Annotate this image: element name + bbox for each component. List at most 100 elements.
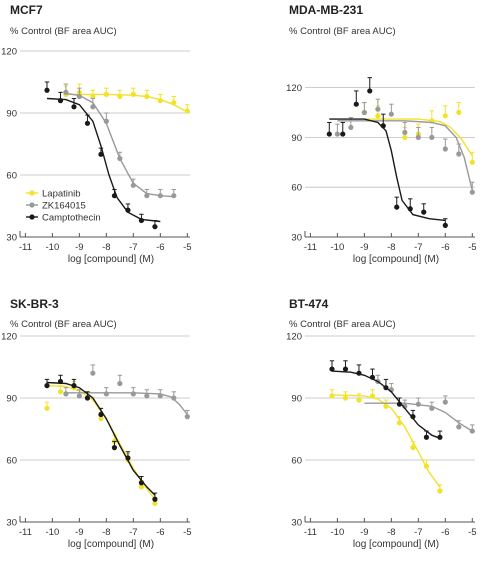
panel-mcf7-xtick6: -6	[156, 242, 164, 253]
panel-mcf7-lapatinib-point	[144, 93, 150, 100]
panel-sk-br-3-camptothecin-point	[98, 411, 104, 418]
panel-sk-br-3-camptothecin-fit-curve	[46, 381, 156, 496]
panel-sk-br-3-lapatinib-point	[98, 416, 104, 422]
panel-mcf7-camptothecin-point	[125, 207, 131, 213]
panel-mcf7-legend-camptothecin-marker	[29, 214, 35, 220]
panel-mda-mb-231-lapatinib-point	[375, 113, 381, 119]
panel-mcf7-ytick-120: 120	[1, 47, 17, 58]
panel-mcf7-ytick-30: 30	[6, 233, 17, 244]
panel-mcf7-ytick-90: 90	[6, 109, 17, 120]
panel-mcf7-xlabel: log [compound] (M)	[68, 254, 154, 265]
panel-mcf7-zk164015-point	[103, 118, 109, 124]
panel-sk-br-3-lapatinib-point	[138, 484, 145, 490]
panel-mcf7-lapatinib-point	[130, 91, 136, 97]
panel-mda-mb-231-camptothecin-point	[421, 209, 427, 215]
panel-bt-474-ytick-120: 120	[286, 332, 302, 343]
panel-bt-474-camptothecin-point	[396, 401, 403, 407]
panel-mda-mb-231-xtick9: -9	[360, 242, 368, 253]
panel-mda-mb-231-lapatinib-point	[442, 113, 448, 119]
panel-mda-mb-231-camptothecin-point	[442, 222, 448, 228]
panel-mda-mb-231-lapatinib-point	[402, 134, 408, 140]
panel-mcf7-legend-camptothecin-label: Camptothecin	[42, 213, 101, 224]
panel-bt-474-xtick6: -6	[441, 527, 449, 538]
panel-sk-br-3-zk164015-point	[63, 391, 69, 397]
panel-mcf7-camptothecin-point	[138, 217, 145, 224]
panel-bt-474-ylabel: % Control (BF area AUC)	[289, 319, 396, 330]
panel-sk-br-3-zk164015-point	[184, 414, 190, 420]
panel-bt-474-title: BT-474	[289, 297, 329, 311]
panel-mda-mb-231-zk164015-fit-curve	[337, 120, 473, 191]
panel-bt-474-ytick-30: 30	[291, 518, 302, 529]
panel-bt-474-lapatinib-point	[410, 445, 416, 451]
panel-bt-474-camptothecin-point	[423, 434, 430, 440]
panel-bt-474-xtick9: -9	[360, 527, 368, 538]
panel-mcf7-ytick-60: 60	[6, 171, 17, 182]
panel-mcf7-legend-zk164015-marker	[29, 202, 35, 208]
panel-bt-474-lapatinib-point	[423, 463, 430, 469]
panel-mcf7-camptothecin-point	[71, 104, 77, 110]
panel-mcf7-lapatinib-point	[184, 108, 190, 114]
panel-mcf7-legend-lapatinib-label: Lapatinib	[42, 189, 81, 200]
panel-bt-474-lapatinib-point	[437, 488, 443, 494]
panel-bt-474-xlabel: log [compound] (M)	[353, 539, 439, 550]
panel-mda-mb-231-camptothecin-point	[380, 123, 386, 129]
panel-sk-br-3-zk164015-fit-curve	[65, 392, 188, 415]
panel-sk-br-3-ytick-60: 60	[6, 456, 17, 467]
panel-mda-mb-231-camptothecin-point	[340, 131, 346, 137]
panel-mda-mb-231-zk164015-point	[415, 134, 421, 140]
panel-mda-mb-231-title: MDA-MB-231	[289, 3, 363, 17]
panel-mda-mb-231-xlabel: log [compound] (M)	[353, 254, 439, 265]
panel-mcf7-zk164015-point	[171, 193, 177, 199]
panel-sk-br-3-lapatinib-point	[57, 389, 64, 395]
panel-mda-mb-231-zk164015-point	[429, 134, 435, 140]
panel-mcf7-lapatinib-point	[103, 91, 109, 97]
panel-bt-474-ytick-60: 60	[291, 456, 302, 467]
panel-mcf7-zk164015-point	[130, 182, 136, 188]
panel-sk-br-3-lapatinib-fit-curve	[46, 384, 156, 500]
panel-mcf7-camptothecin-point	[84, 120, 91, 126]
panel-mcf7-camptothecin-point	[44, 87, 50, 93]
panel-sk-br-3-ylabel: % Control (BF area AUC)	[10, 319, 117, 330]
panel-mda-mb-231: MDA-MB-231 % Control (BF area AUC) 30 60 90 1…	[286, 3, 476, 265]
panel-mcf7-lapatinib-fit-curve	[65, 93, 188, 113]
panel-sk-br-3-title: SK-BR-3	[10, 297, 59, 311]
panel-mcf7-lapatinib-point	[90, 93, 96, 100]
panel-sk-br-3-zk164015-point	[144, 393, 150, 399]
panel-mcf7-xtick9: -9	[75, 242, 83, 253]
panel-mda-mb-231-xtick10: -10	[331, 242, 345, 253]
panel-mda-mb-231-zk164015-point	[361, 109, 367, 116]
panel-bt-474-camptothecin-point	[329, 366, 335, 372]
panel-sk-br-3-camptothecin-point	[152, 496, 158, 502]
panel-mda-mb-231-ytick-90: 90	[291, 133, 302, 144]
panel-mcf7-xtick5: -5	[183, 242, 191, 253]
panel-mcf7-xtick11: -11	[19, 242, 32, 253]
panel-mda-mb-231-camptothecin-fit-curve	[329, 118, 446, 222]
panel-sk-br-3-xtick6: -6	[156, 527, 164, 538]
panel-sk-br-3-camptothecin-point	[84, 395, 91, 401]
panel-mcf7-xtick8: -8	[102, 242, 110, 253]
panel-bt-474-zk164015-point	[469, 428, 475, 434]
panel-bt-474-camptothecin-point	[410, 414, 416, 420]
panel-mda-mb-231-zk164015-point	[348, 124, 354, 131]
panel-sk-br-3-zk164015-point	[130, 391, 136, 397]
panel-mcf7-zk164015-point	[63, 89, 69, 95]
panel-mcf7-xtick7: -7	[129, 242, 137, 253]
panel-mcf7-legend-lapatinib-marker	[29, 190, 35, 196]
panel-sk-br-3-zk164015-point	[103, 391, 109, 397]
panel-sk-br-3-xtick8: -8	[102, 527, 110, 538]
panel-mda-mb-231-lapatinib-point	[456, 109, 462, 116]
panel-bt-474-xtick7: -7	[414, 527, 422, 538]
panel-mda-mb-231-xtick11: -11	[304, 242, 317, 253]
panel-mda-mb-231-lapatinib-fit-curve	[364, 118, 473, 157]
panel-sk-br-3-ytick-120: 120	[1, 332, 17, 343]
panel-mda-mb-231-ytick-30: 30	[291, 233, 302, 244]
panel-bt-474-camptothecin-point	[383, 385, 389, 391]
panel-mcf7-camptothecin-point	[57, 98, 64, 104]
panel-sk-br-3-xtick7: -7	[129, 527, 137, 538]
panel-mda-mb-231-zk164015-point	[469, 189, 475, 195]
panel-bt-474-lapatinib-point	[383, 403, 389, 409]
panel-bt-474-lapatinib-point	[396, 420, 403, 426]
panel-mcf7-camptothecin-point	[111, 193, 118, 199]
panel-mda-mb-231-ylabel: % Control (BF area AUC)	[289, 26, 396, 37]
